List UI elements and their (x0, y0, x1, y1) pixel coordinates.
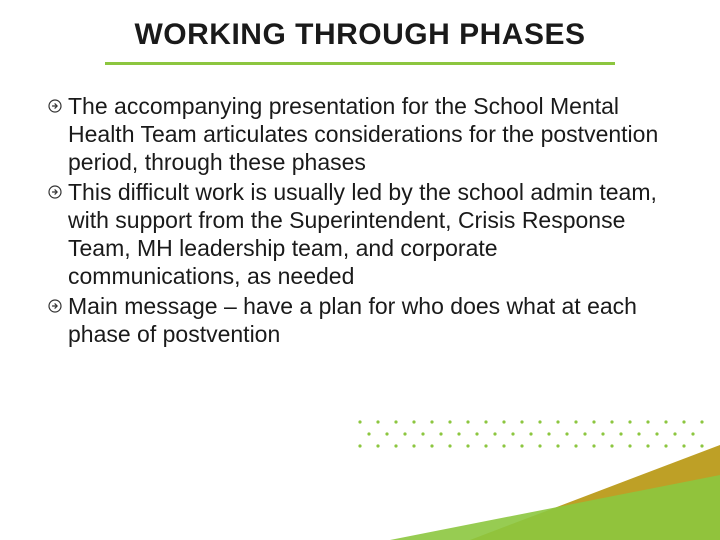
accent-triangle-green (390, 475, 720, 540)
bullet-arrow-icon (48, 185, 62, 199)
bullet-text: Main message – have a plan for who does … (68, 293, 637, 347)
corner-decoration (0, 420, 720, 540)
bullet-arrow-icon (48, 99, 62, 113)
bullet-text: This difficult work is usually led by th… (68, 179, 657, 289)
slide-body: The accompanying presentation for the Sc… (48, 92, 676, 350)
bullet-text: The accompanying presentation for the Sc… (68, 93, 658, 175)
bullet-arrow-icon (48, 299, 62, 313)
bullet-item: The accompanying presentation for the Sc… (48, 92, 676, 176)
dot-grid (358, 420, 703, 447)
accent-triangle-olive (470, 445, 720, 540)
slide: WORKING THROUGH PHASES The accompanying … (0, 0, 720, 540)
slide-title: WORKING THROUGH PHASES (0, 18, 720, 52)
bullet-item: Main message – have a plan for who does … (48, 292, 676, 348)
bullet-item: This difficult work is usually led by th… (48, 178, 676, 290)
title-underline (105, 62, 615, 65)
